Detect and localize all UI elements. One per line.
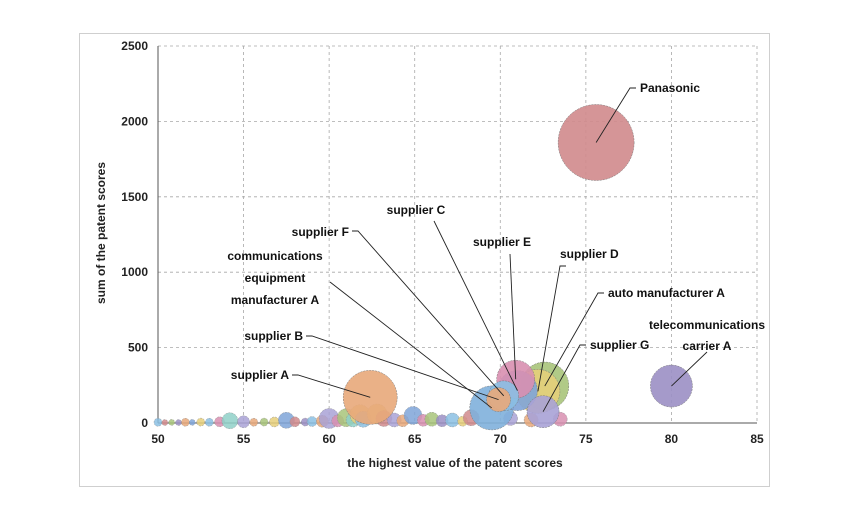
leader-line bbox=[537, 265, 566, 392]
leader-lines bbox=[292, 87, 708, 412]
point-label: carrier A bbox=[683, 339, 732, 353]
bubble bbox=[175, 419, 182, 426]
leader-line bbox=[292, 374, 371, 398]
x-tick-label: 65 bbox=[408, 432, 422, 446]
bubble bbox=[161, 419, 169, 426]
leader-line bbox=[542, 344, 586, 412]
leader-line bbox=[352, 230, 505, 397]
point-label: communications bbox=[227, 249, 323, 263]
bubble bbox=[306, 416, 318, 427]
point-label: supplier F bbox=[292, 225, 349, 239]
point-label: Panasonic bbox=[640, 81, 700, 95]
annotations: Panasonic telecommunications carrier A auto… bbox=[227, 81, 765, 382]
bubble bbox=[249, 418, 259, 427]
tick-labels: 50 55 60 65 70 75 80 85 0 500 1000 1500 2000 2500 bbox=[121, 39, 764, 446]
point-label: supplier A bbox=[231, 368, 290, 382]
leader-line bbox=[329, 281, 493, 409]
y-tick-label: 500 bbox=[128, 341, 148, 355]
bubble bbox=[445, 412, 460, 428]
x-tick-label: 80 bbox=[665, 432, 679, 446]
y-tick-label: 2000 bbox=[121, 114, 148, 128]
x-tick-label: 75 bbox=[579, 432, 593, 446]
y-tick-label: 0 bbox=[141, 416, 148, 430]
x-tick-label: 85 bbox=[750, 432, 764, 446]
point-label: telecommunications bbox=[649, 318, 765, 332]
bubble bbox=[205, 418, 214, 427]
leader-line bbox=[595, 87, 636, 143]
bubble bbox=[196, 417, 205, 427]
point-label: supplier D bbox=[560, 247, 619, 261]
x-tick-label: 70 bbox=[494, 432, 508, 446]
point-label: auto manufacturer A bbox=[608, 286, 725, 300]
leader-line bbox=[306, 335, 499, 401]
leader-line bbox=[433, 220, 518, 391]
x-tick-label: 50 bbox=[151, 432, 165, 446]
chart-frame bbox=[79, 33, 770, 487]
bubble bbox=[259, 417, 269, 427]
point-label: manufacturer A bbox=[231, 293, 320, 307]
leader-line bbox=[544, 292, 604, 387]
bubble bbox=[168, 419, 175, 426]
bubble bbox=[153, 418, 163, 427]
x-tick-label: 60 bbox=[322, 432, 336, 446]
bubble bbox=[189, 419, 196, 426]
point-label: supplier B bbox=[244, 329, 303, 343]
bubble bbox=[181, 418, 190, 427]
y-tick-label: 1500 bbox=[121, 190, 148, 204]
x-axis-title: the highest value of the patent scores bbox=[347, 456, 563, 470]
point-label: supplier E bbox=[473, 235, 531, 249]
point-label: supplier G bbox=[590, 338, 649, 352]
bubble bbox=[269, 416, 280, 428]
bubble bbox=[221, 412, 239, 429]
point-label: supplier C bbox=[387, 203, 446, 217]
bubble bbox=[289, 416, 301, 427]
x-tick-label: 55 bbox=[237, 432, 251, 446]
y-axis-title: sum of the patent scores bbox=[94, 162, 108, 304]
leader-line bbox=[671, 351, 708, 387]
y-tick-label: 2500 bbox=[121, 39, 148, 53]
bubble bbox=[237, 415, 250, 428]
y-tick-label: 1000 bbox=[121, 265, 148, 279]
point-label: equipment bbox=[245, 271, 306, 285]
leader-line bbox=[509, 253, 517, 380]
